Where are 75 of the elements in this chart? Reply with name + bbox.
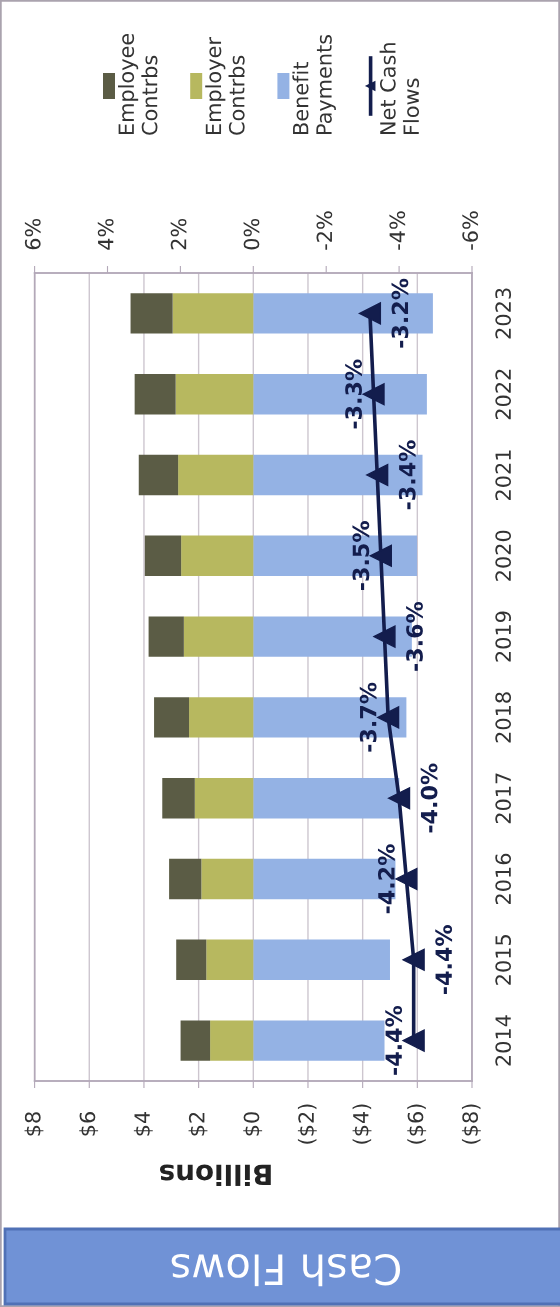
- bar: [180, 1020, 211, 1061]
- bar: [253, 939, 390, 980]
- x2-tick-label: 0%: [243, 218, 260, 250]
- point: [387, 787, 411, 810]
- data-label: -3.4%: [398, 440, 416, 510]
- x-tick-label: $0: [243, 1112, 263, 1136]
- y-tick-label: 2018: [495, 692, 512, 743]
- x-tick-label: ($6): [407, 1104, 427, 1144]
- bar: [138, 454, 179, 496]
- point: [373, 625, 396, 648]
- bar: [148, 616, 184, 657]
- y-tick-label: 2022: [495, 369, 512, 420]
- bar: [130, 293, 173, 334]
- point: [362, 383, 385, 406]
- bar: [189, 697, 254, 738]
- point: [402, 948, 425, 971]
- x2-tick-label: -4%: [389, 211, 406, 250]
- y-tick-label: 2021: [495, 450, 512, 500]
- bar: [194, 778, 254, 819]
- point: [377, 706, 400, 729]
- data-label: -3.7%: [359, 682, 377, 752]
- x2-tick-label: 4%: [97, 218, 114, 250]
- point: [402, 1029, 425, 1052]
- bar: [172, 293, 254, 334]
- x2-tick-label: 6%: [24, 218, 41, 250]
- data-label: -3.3%: [345, 359, 362, 429]
- bar: [206, 939, 254, 980]
- x2-tick-label: 2%: [170, 218, 187, 250]
- legend-label: Net Cash Flows: [379, 43, 420, 134]
- bar: [253, 778, 400, 819]
- point: [366, 463, 389, 487]
- data-label: -3.5%: [352, 521, 370, 591]
- text: Cash Flows: [171, 1253, 401, 1287]
- data-label: -4.0%: [420, 763, 438, 833]
- x-tick-label: ($8): [461, 1104, 481, 1144]
- bar: [162, 778, 195, 819]
- y-tick-label: 2015: [495, 935, 512, 985]
- data-label: -3.2%: [391, 278, 409, 348]
- y-tick-label: 2023: [495, 288, 512, 339]
- y-tick-label: 2017: [495, 773, 512, 824]
- y-tick-label: 2019: [495, 611, 512, 662]
- bar: [253, 1020, 385, 1061]
- data-label: -4.2%: [377, 844, 395, 914]
- x2-tick-label: -2%: [316, 211, 333, 250]
- x-tick-label: $4: [133, 1111, 153, 1136]
- y-tick-label: 2016: [495, 853, 512, 904]
- point: [369, 544, 392, 567]
- y-tick-label: 2020: [495, 530, 512, 581]
- legend-label: Employer Contrbs: [205, 37, 245, 135]
- bar: [183, 616, 254, 657]
- x-axis-title: Billions: [159, 1164, 271, 1186]
- bar: [181, 535, 254, 576]
- point: [395, 867, 418, 891]
- y-tick-label: 2014: [495, 1015, 512, 1066]
- x2-tick-label: -6%: [462, 211, 479, 250]
- x-tick-label: ($2): [297, 1104, 317, 1144]
- bar: [154, 697, 190, 738]
- x-tick-label: $6: [79, 1112, 99, 1136]
- legend-label: Employee Contrbs: [118, 33, 158, 135]
- x-tick-label: ($4): [352, 1104, 372, 1144]
- bar: [169, 858, 202, 900]
- bar: [201, 858, 254, 900]
- point: [358, 302, 382, 325]
- x-tick-label: $2: [188, 1112, 208, 1136]
- data-label: -3.6%: [406, 601, 423, 671]
- bar: [144, 535, 182, 576]
- data-label: -4.4%: [385, 1005, 403, 1075]
- bar: [178, 454, 254, 496]
- x-tick-label: $8: [24, 1112, 44, 1136]
- bar: [134, 374, 176, 415]
- bar: [175, 374, 254, 415]
- data-label: -4.4%: [435, 925, 453, 995]
- bar: [210, 1020, 254, 1061]
- legend-label: Benefit Payments: [292, 34, 336, 134]
- bar: [176, 939, 207, 980]
